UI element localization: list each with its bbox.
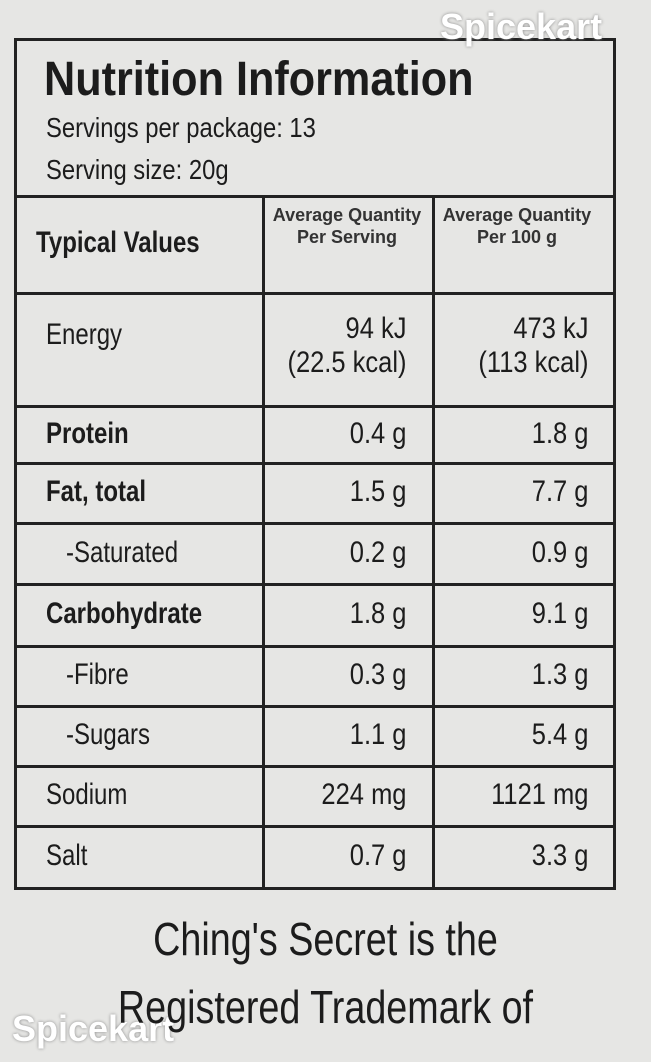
row-rule bbox=[14, 765, 614, 768]
nutrient-value: 473 kJ bbox=[513, 311, 589, 345]
nutrient-value: 9.1 g bbox=[531, 597, 589, 630]
nutrient-label: -Fibre bbox=[66, 658, 129, 691]
nutrient-value: 0.2 g bbox=[349, 535, 407, 569]
nutrient-value: 1.5 g bbox=[349, 475, 407, 508]
nutrient-value: 1.8 g bbox=[349, 597, 407, 630]
nutrient-label: Protein bbox=[46, 416, 129, 450]
nutrient-label: Salt bbox=[46, 839, 88, 872]
nutrient-value: 7.7 g bbox=[531, 475, 589, 508]
row-rule bbox=[14, 645, 614, 648]
nutrient-value: 5.4 g bbox=[531, 718, 589, 751]
watermark: Spicekart bbox=[440, 6, 603, 47]
row-rule bbox=[14, 825, 614, 828]
footer-line: Ching's Secret is the bbox=[153, 913, 498, 965]
nutrient-value: 1.8 g bbox=[531, 416, 589, 450]
column-header: Average Quantity Per Serving bbox=[272, 205, 422, 247]
watermark: Spicekart bbox=[12, 1008, 175, 1049]
row-rule bbox=[14, 583, 614, 586]
row-rule bbox=[14, 405, 614, 408]
title: Nutrition Information bbox=[44, 53, 474, 106]
nutrient-label: Sodium bbox=[46, 778, 128, 811]
nutrient-value: 1.1 g bbox=[349, 718, 407, 751]
nutrient-label: -Saturated bbox=[66, 535, 179, 569]
nutrient-label: Carbohydrate bbox=[46, 597, 203, 630]
servings: Servings per package: 13 bbox=[46, 112, 316, 143]
nutrient-value: 224 mg bbox=[321, 778, 407, 811]
nutrient-value: 3.3 g bbox=[531, 839, 589, 872]
column-header: Average Quantity Per 100 g bbox=[442, 205, 592, 247]
row-rule bbox=[14, 292, 614, 295]
nutrient-label: Fat, total bbox=[46, 475, 146, 508]
nutrient-value: 94 kJ bbox=[345, 311, 407, 345]
column-rule bbox=[432, 195, 435, 887]
nutrient-label: Energy bbox=[46, 318, 123, 351]
nutrient-value: 1121 mg bbox=[491, 778, 589, 811]
column-rule bbox=[262, 195, 265, 887]
row-rule bbox=[14, 462, 614, 465]
nutrient-value: (113 kcal) bbox=[478, 345, 589, 379]
footer-line: Registered Trademark of bbox=[117, 981, 534, 1033]
serving-size: Serving size: 20g bbox=[46, 154, 229, 185]
nutrient-value: 0.9 g bbox=[531, 535, 589, 569]
nutrient-value: 1.3 g bbox=[531, 658, 589, 691]
row-rule bbox=[14, 522, 614, 525]
nutrient-label: -Sugars bbox=[66, 718, 151, 751]
row-rule bbox=[14, 705, 614, 708]
row-rule bbox=[14, 195, 614, 198]
nutrient-value: (22.5 kcal) bbox=[287, 345, 407, 379]
nutrient-value: 0.4 g bbox=[349, 416, 407, 450]
column-header: Typical Values bbox=[36, 226, 200, 259]
nutrient-value: 0.7 g bbox=[349, 839, 407, 872]
nutrient-value: 0.3 g bbox=[349, 658, 407, 691]
